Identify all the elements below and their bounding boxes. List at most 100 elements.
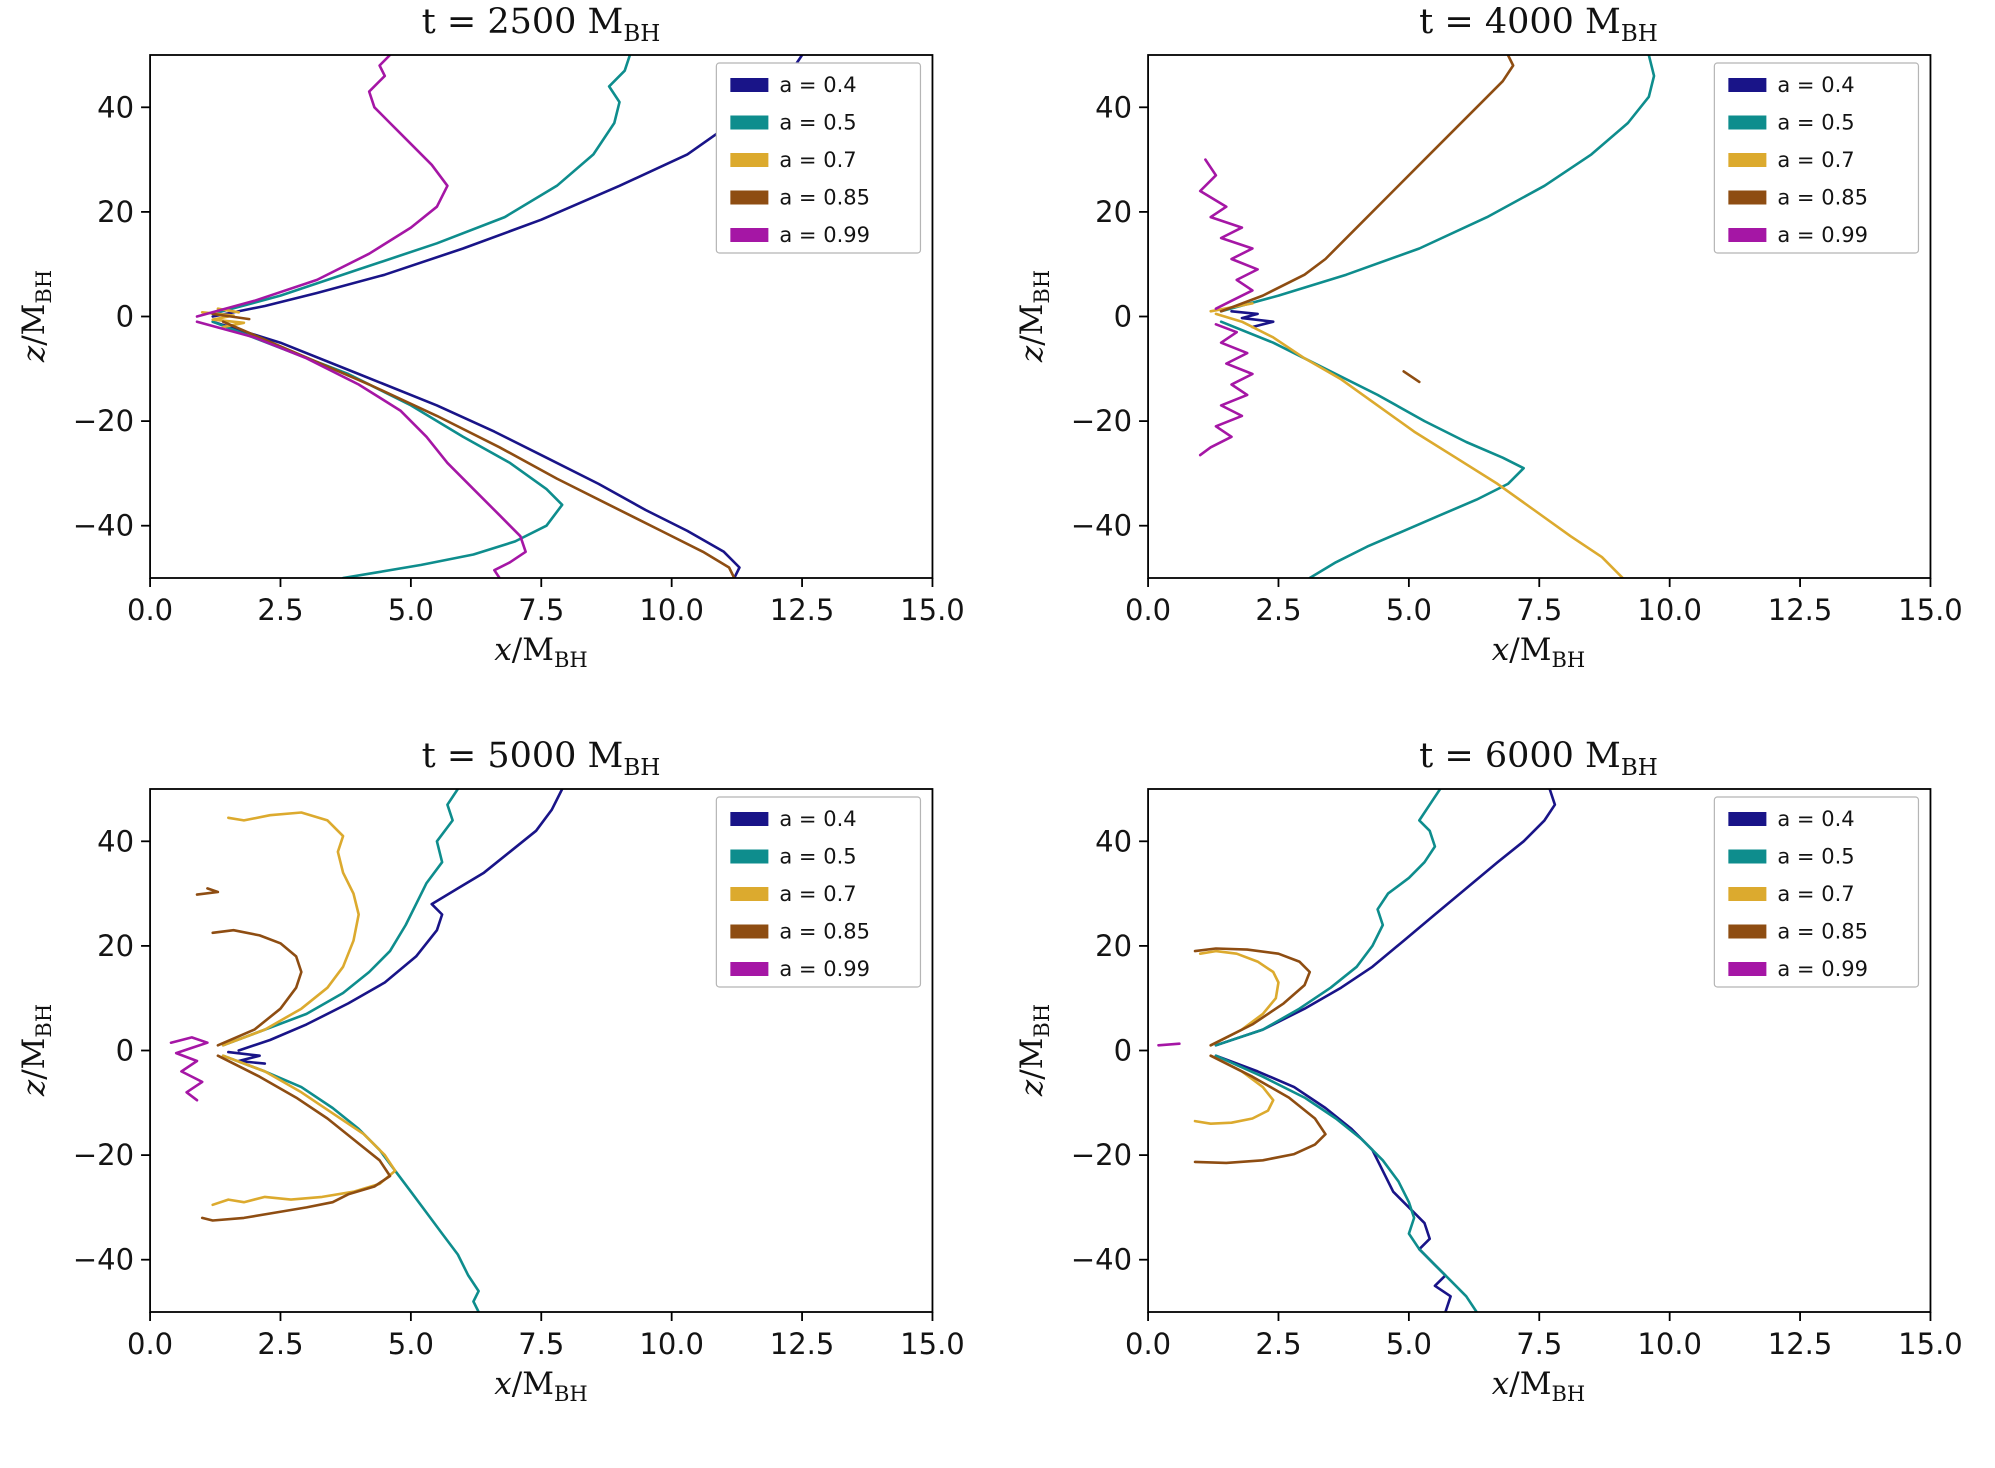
- legend-label: a = 0.85: [779, 920, 870, 944]
- y-axis-rest: /M: [1013, 1037, 1050, 1080]
- curve-a0.85: [195, 887, 220, 896]
- curve-a0.99: [1156, 1042, 1181, 1047]
- x-tick-label: 12.5: [1767, 1327, 1832, 1361]
- plot-frame: [149, 788, 934, 1313]
- plot-title-sub: BH: [1620, 21, 1658, 47]
- legend-box: [1713, 796, 1919, 988]
- y-axis-label: z/MBH: [1013, 270, 1053, 362]
- curve-a0.4: [211, 320, 741, 578]
- y-tick-label: −20: [1070, 404, 1131, 438]
- legend-label: a = 0.85: [1777, 186, 1868, 210]
- subplot-t2500: t = 2500 MBH z/MBH 0.0 2.5 5.0 7.5 10.0 12.5 1…: [0, 0, 998, 734]
- plot-title: t = 6000 MBH: [1148, 736, 1930, 781]
- legend-label: a = 0.99: [779, 223, 870, 247]
- plot-title: t = 5000 MBH: [150, 736, 932, 781]
- x-tick-label: 0.0: [127, 1327, 173, 1361]
- legend-box: [1713, 62, 1919, 254]
- plot-canvas-t5000: 0.0 2.5 5.0 7.5 10.0 12.5 15.0 −40 −20 0 20 40 a = 0…: [73, 788, 965, 1361]
- y-axis-rest: /M: [1013, 303, 1050, 346]
- legend-box: [715, 62, 922, 254]
- x-axis-sub: BH: [553, 648, 588, 673]
- y-tick-label: −20: [73, 1138, 134, 1172]
- plot-title-sub: BH: [623, 755, 661, 781]
- y-tick-label: 0: [116, 300, 134, 334]
- legend-label: a = 0.4: [779, 73, 856, 97]
- curve-a0.4: [1214, 1054, 1452, 1312]
- y-axis-label: z/MBH: [16, 1004, 56, 1096]
- y-tick-label: −20: [73, 404, 134, 438]
- x-axis-label: x/MBH: [150, 632, 932, 672]
- curve-a0.85: [1193, 1054, 1327, 1165]
- y-tick-label: 20: [1095, 929, 1132, 963]
- legend-label: a = 0.85: [1777, 920, 1868, 944]
- y-tick-label: 20: [1095, 195, 1132, 229]
- curve-a0.4: [227, 1050, 267, 1065]
- curve-a0.99: [169, 1036, 209, 1102]
- y-tick-label: 0: [1113, 300, 1131, 334]
- curve-a0.85: [1401, 370, 1421, 384]
- y-tick-label: 40: [1095, 824, 1132, 858]
- plot-title: t = 4000 MBH: [1148, 2, 1930, 47]
- legend-label: a = 0.4: [1777, 807, 1854, 831]
- subplot-t4000: t = 4000 MBH z/MBH 0.0 2.5 5.0 7.5 10.0 12.5 1…: [998, 0, 1995, 734]
- curve-a0.4: [1229, 309, 1275, 329]
- y-tick-label: −40: [73, 509, 134, 543]
- legend-label: a = 0.99: [779, 957, 870, 981]
- plot-title-sub: BH: [1620, 755, 1658, 781]
- x-tick-label: 10.0: [639, 1327, 704, 1361]
- legend-label: a = 0.85: [779, 186, 870, 210]
- y-axis-sub: BH: [1029, 269, 1054, 304]
- curve-a0.85: [1219, 55, 1514, 313]
- plot-frame: [1146, 788, 1931, 1313]
- x-axis-label: x/MBH: [1148, 1366, 1930, 1406]
- x-axis-sub: BH: [1551, 648, 1586, 673]
- y-axis-sub: BH: [32, 269, 57, 304]
- curve-a0.4: [1214, 789, 1556, 1047]
- curve-a0.85: [221, 320, 736, 578]
- legend-label: a = 0.99: [1777, 223, 1868, 247]
- legend-label: a = 0.5: [1777, 111, 1854, 135]
- curve-a0.85: [1193, 947, 1311, 1047]
- subplot-t6000: t = 6000 MBH z/MBH 0.0 2.5 5.0 7.5 10.0 12.5 1…: [998, 734, 1995, 1468]
- x-tick-label: 2.5: [257, 1327, 303, 1361]
- legend-label: a = 0.5: [779, 111, 856, 135]
- curve-a0.85: [200, 1054, 392, 1222]
- plot-canvas-t4000: 0.0 2.5 5.0 7.5 10.0 12.5 15.0 −40 −20 0 20 40 a = 0…: [1070, 54, 1963, 627]
- y-axis-var: z: [15, 345, 52, 363]
- y-axis-sub: BH: [32, 1003, 57, 1038]
- legend-label: a = 0.7: [779, 882, 856, 906]
- x-axis-var: x: [494, 1366, 512, 1402]
- x-tick-label: 15.0: [1898, 1327, 1963, 1361]
- legend-label: a = 0.5: [779, 845, 856, 869]
- y-axis-rest: /M: [15, 303, 52, 346]
- subplot-t5000: t = 5000 MBH z/MBH 0.0 2.5 5.0 7.5 10.0 12.5 1…: [0, 734, 998, 1468]
- y-tick-label: 0: [1113, 1034, 1131, 1068]
- y-axis-var: z: [1013, 345, 1050, 363]
- curve-a0.5: [1214, 1054, 1478, 1312]
- x-tick-label: 7.5: [518, 1327, 564, 1361]
- y-tick-label: −40: [73, 1243, 134, 1277]
- plot-title-main: t = 5000 M: [421, 736, 624, 776]
- plot-title-main: t = 6000 M: [1419, 736, 1621, 776]
- x-tick-label: 0.0: [1125, 1327, 1171, 1361]
- plot-title-main: t = 4000 M: [1419, 2, 1621, 42]
- x-tick-label: 5.0: [388, 593, 434, 627]
- x-axis-var: x: [1491, 632, 1510, 668]
- x-tick-label: 10.0: [639, 593, 704, 627]
- y-axis-var: z: [15, 1079, 52, 1097]
- y-tick-label: 40: [97, 824, 134, 858]
- curve-a0.7: [221, 811, 360, 1047]
- plot-frame: [149, 54, 934, 579]
- plot-title: t = 2500 MBH: [150, 2, 932, 47]
- y-tick-label: 20: [97, 195, 134, 229]
- curve-a0.5: [211, 55, 632, 316]
- curve-a0.7: [211, 1054, 397, 1207]
- x-tick-label: 2.5: [1255, 593, 1301, 627]
- x-axis-label: x/MBH: [1148, 632, 1930, 672]
- curve-a0.99: [195, 320, 527, 578]
- curve-a0.7: [1214, 312, 1624, 578]
- x-tick-label: 15.0: [1898, 593, 1963, 627]
- y-axis-rest: /M: [15, 1037, 52, 1080]
- x-tick-label: 0.0: [127, 593, 173, 627]
- curve-a0.85: [211, 928, 303, 1047]
